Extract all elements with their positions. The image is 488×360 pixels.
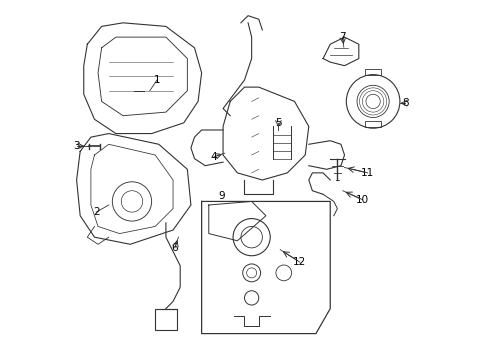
Text: 8: 8 (401, 98, 408, 108)
Text: 4: 4 (210, 152, 217, 162)
Text: 12: 12 (293, 257, 306, 267)
Text: 9: 9 (218, 191, 224, 201)
Bar (365, 121, 380, 127)
Text: 5: 5 (275, 118, 281, 128)
Text: 2: 2 (93, 207, 100, 217)
Text: 6: 6 (171, 243, 178, 253)
Text: 3: 3 (73, 141, 80, 151)
Bar (155, 309, 176, 330)
Bar (365, 69, 380, 75)
Text: 10: 10 (355, 195, 368, 204)
Text: 7: 7 (339, 32, 346, 42)
Text: 1: 1 (153, 75, 160, 85)
Text: 11: 11 (360, 168, 374, 178)
